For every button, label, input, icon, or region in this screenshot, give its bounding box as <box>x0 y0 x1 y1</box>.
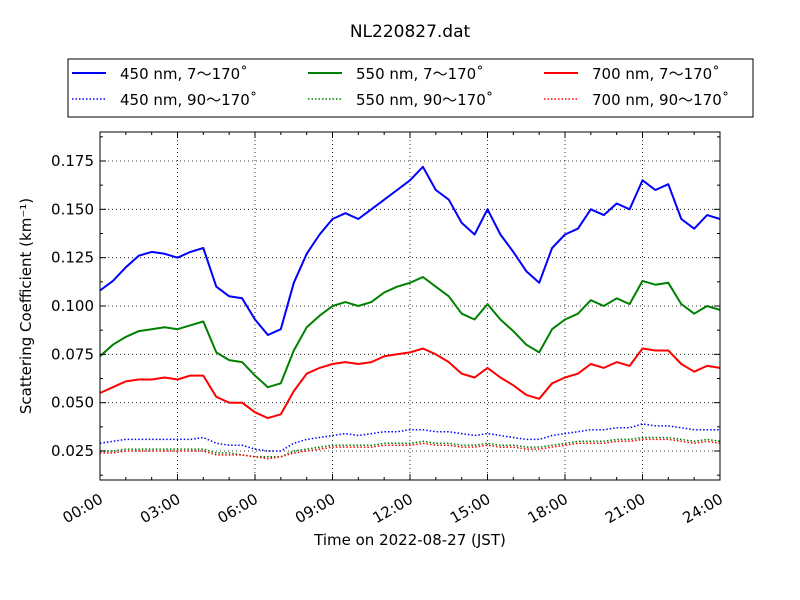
series-line <box>100 438 721 460</box>
x-tick-label: 18:00 <box>525 490 571 527</box>
series-layer <box>99 165 721 460</box>
x-tick-label: 24:00 <box>680 490 726 527</box>
series-line <box>99 165 721 336</box>
x-tick-label: 09:00 <box>292 490 338 527</box>
x-axis-label: Time on 2022-08-27 (JST) <box>313 531 506 549</box>
legend-label: 450 nm, 90～170˚ <box>120 91 257 109</box>
y-tick-label: 0.125 <box>51 249 94 267</box>
legend-label: 550 nm, 7～170˚ <box>356 65 484 83</box>
x-tick-label: 03:00 <box>137 490 183 527</box>
legend-label: 450 nm, 7～170˚ <box>120 65 248 83</box>
ticks: 00:00 03:00 06:00 09:00 12:00 15:00 18:00 21:00… <box>51 132 726 527</box>
legend: 450 nm, 7～170˚ 550 nm, 7～170˚ 700 nm, 7～17… <box>67 58 754 118</box>
x-tick-label: 15:00 <box>447 490 493 527</box>
y-tick-label: 0.100 <box>51 297 94 315</box>
x-tick-label: 21:00 <box>602 490 648 527</box>
series-line <box>100 436 721 458</box>
y-tick-label: 0.150 <box>51 200 94 218</box>
x-tick-label: 06:00 <box>215 490 261 527</box>
y-tick-label: 0.050 <box>51 394 94 412</box>
legend-label: 550 nm, 90～170˚ <box>356 91 493 109</box>
x-tick-label: 12:00 <box>370 490 416 527</box>
series-line <box>99 347 721 420</box>
y-axis-label: Scattering Coefficient (km⁻¹) <box>17 198 35 414</box>
y-tick-label: 0.025 <box>51 442 94 460</box>
legend-label: 700 nm, 90～170˚ <box>592 91 729 109</box>
plot-area: 00:00 03:00 06:00 09:00 12:00 15:00 18:00 21:00… <box>51 131 726 527</box>
y-tick-label: 0.075 <box>51 345 94 363</box>
x-tick-label: 00:00 <box>60 490 106 527</box>
legend-label: 700 nm, 7～170˚ <box>592 65 720 83</box>
chart-title: NL220827.dat <box>350 22 471 42</box>
grid <box>100 132 720 480</box>
series-line <box>99 423 720 452</box>
legend-box <box>67 58 754 118</box>
series-line <box>99 276 721 389</box>
y-tick-label: 0.175 <box>51 152 94 170</box>
